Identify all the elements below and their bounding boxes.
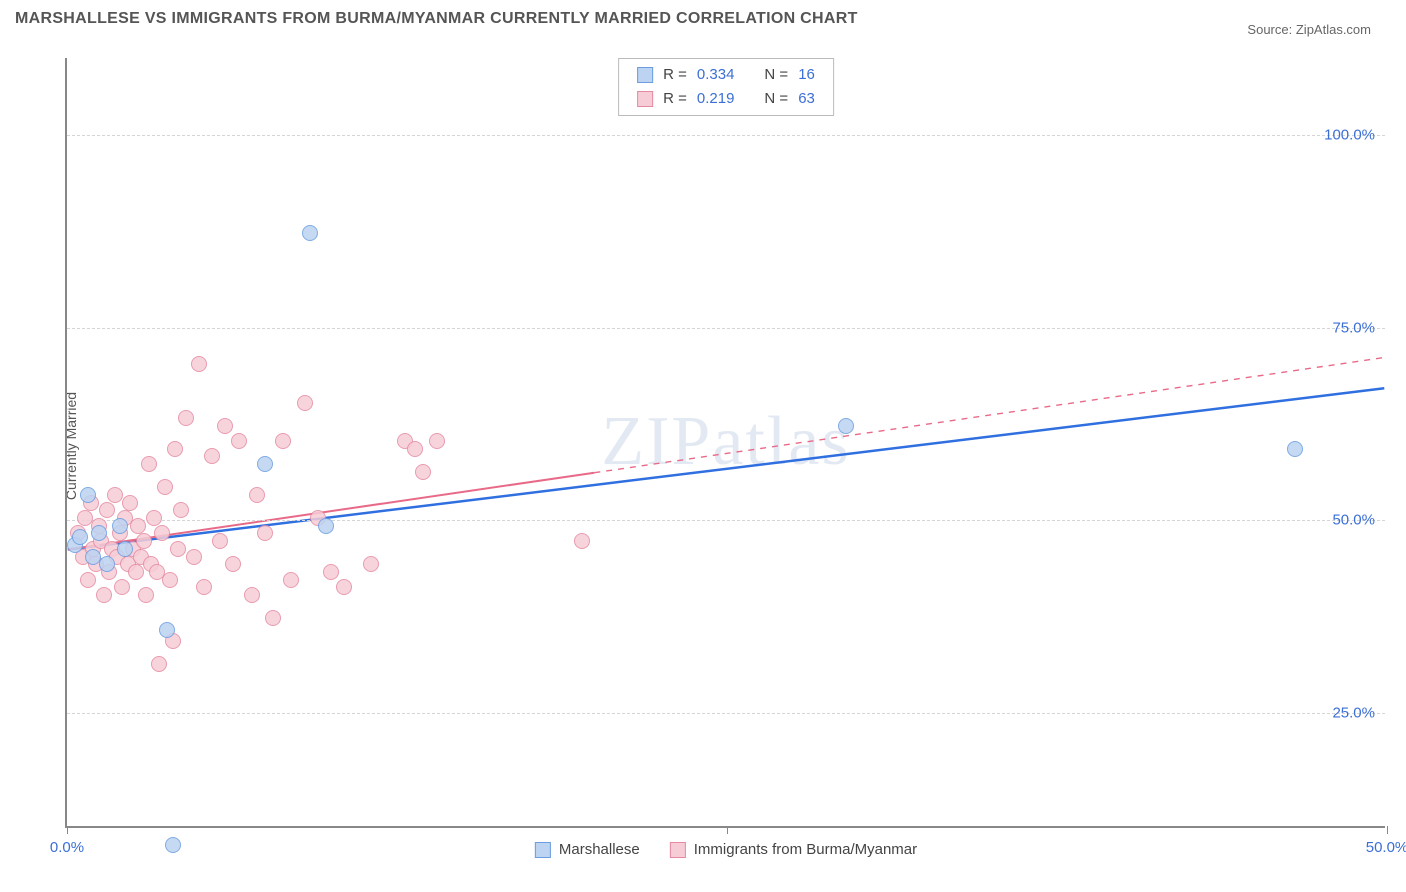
data-point — [138, 587, 154, 603]
xtick — [67, 826, 68, 834]
data-point — [159, 622, 175, 638]
legend-item-1: Marshallese — [535, 841, 640, 858]
ytick-label: 100.0% — [1324, 127, 1375, 144]
chart-title: MARSHALLESE VS IMMIGRANTS FROM BURMA/MYA… — [15, 10, 1391, 28]
data-point — [117, 541, 133, 557]
legend-label-2: Immigrants from Burma/Myanmar — [694, 841, 917, 858]
data-point — [151, 656, 167, 672]
data-point — [225, 556, 241, 572]
data-point — [170, 541, 186, 557]
data-point — [167, 441, 183, 457]
ytick-label: 25.0% — [1332, 704, 1375, 721]
legend-label-1: Marshallese — [559, 841, 640, 858]
correlation-chart: MARSHALLESE VS IMMIGRANTS FROM BURMA/MYA… — [15, 10, 1391, 882]
data-point — [212, 533, 228, 549]
data-point — [231, 433, 247, 449]
stats-box: R = 0.334 N = 16 R = 0.219 N = 63 — [618, 58, 834, 116]
data-point — [80, 487, 96, 503]
ytick-label: 75.0% — [1332, 319, 1375, 336]
data-point — [96, 587, 112, 603]
data-point — [249, 487, 265, 503]
data-point — [204, 448, 220, 464]
n-label: N = — [764, 87, 788, 111]
gridline — [67, 713, 1385, 714]
swatch-series-1 — [637, 67, 653, 83]
xtick-label: 50.0% — [1366, 839, 1406, 856]
ytick-label: 50.0% — [1332, 512, 1375, 529]
swatch-series-2 — [637, 91, 653, 107]
data-point — [173, 502, 189, 518]
data-point — [107, 487, 123, 503]
data-point — [283, 572, 299, 588]
source-label: Source: — [1247, 22, 1292, 37]
data-point — [244, 587, 260, 603]
data-point — [407, 441, 423, 457]
data-point — [297, 395, 313, 411]
n-label: N = — [764, 63, 788, 87]
data-point — [72, 529, 88, 545]
data-point — [574, 533, 590, 549]
gridline — [67, 328, 1385, 329]
data-point — [99, 556, 115, 572]
data-point — [99, 502, 115, 518]
data-point — [122, 495, 138, 511]
legend-item-2: Immigrants from Burma/Myanmar — [670, 841, 917, 858]
data-point — [336, 579, 352, 595]
data-point — [323, 564, 339, 580]
data-point — [191, 356, 207, 372]
data-point — [130, 518, 146, 534]
source-attribution: Source: ZipAtlas.com — [1247, 22, 1371, 37]
data-point — [112, 518, 128, 534]
watermark-text: ZIPatlas — [601, 402, 850, 482]
bottom-legend: Marshallese Immigrants from Burma/Myanma… — [535, 841, 917, 858]
plot-area: ZIPatlas R = 0.334 N = 16 R = 0.219 N = … — [65, 58, 1385, 828]
gridline — [67, 520, 1385, 521]
n-value-1: 16 — [798, 63, 815, 87]
data-point — [1287, 441, 1303, 457]
data-point — [157, 479, 173, 495]
data-point — [196, 579, 212, 595]
data-point — [162, 572, 178, 588]
xtick-label: 0.0% — [50, 839, 84, 856]
stats-row-series-1: R = 0.334 N = 16 — [637, 63, 815, 87]
data-point — [217, 418, 233, 434]
data-point — [275, 433, 291, 449]
data-point — [178, 410, 194, 426]
n-value-2: 63 — [798, 87, 815, 111]
legend-swatch-1 — [535, 842, 551, 858]
data-point — [265, 610, 281, 626]
data-point — [136, 533, 152, 549]
data-point — [257, 525, 273, 541]
data-point — [363, 556, 379, 572]
data-point — [165, 837, 181, 853]
legend-swatch-2 — [670, 842, 686, 858]
data-point — [128, 564, 144, 580]
r-label: R = — [663, 87, 687, 111]
data-point — [80, 572, 96, 588]
data-point — [141, 456, 157, 472]
data-point — [91, 525, 107, 541]
data-point — [114, 579, 130, 595]
stats-row-series-2: R = 0.219 N = 63 — [637, 87, 815, 111]
data-point — [146, 510, 162, 526]
xtick — [1387, 826, 1388, 834]
data-point — [415, 464, 431, 480]
data-point — [318, 518, 334, 534]
data-point — [154, 525, 170, 541]
data-point — [257, 456, 273, 472]
data-point — [186, 549, 202, 565]
source-name: ZipAtlas.com — [1296, 22, 1371, 37]
r-value-1: 0.334 — [697, 63, 735, 87]
gridline — [67, 135, 1385, 136]
r-label: R = — [663, 63, 687, 87]
xtick — [727, 826, 728, 834]
trend-lines-layer — [67, 58, 1385, 826]
r-value-2: 0.219 — [697, 87, 735, 111]
data-point — [838, 418, 854, 434]
data-point — [429, 433, 445, 449]
data-point — [302, 225, 318, 241]
